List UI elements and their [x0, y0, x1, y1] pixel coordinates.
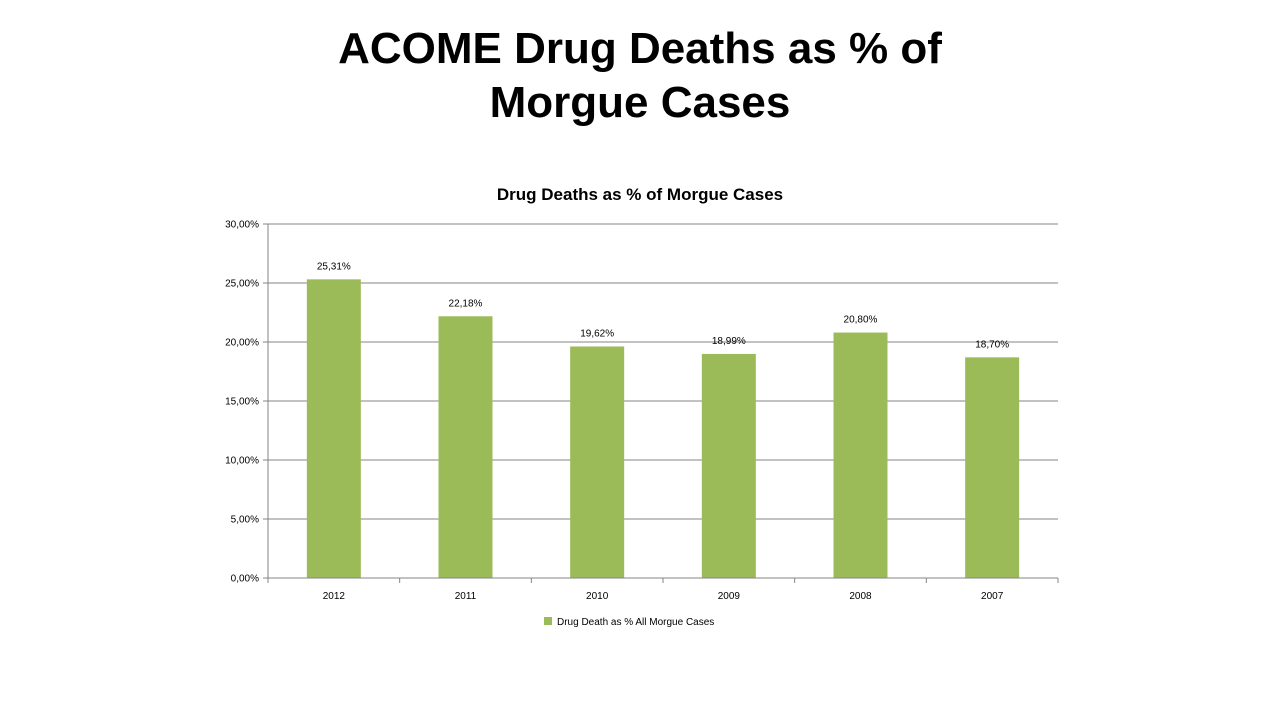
x-tick-label: 2008 — [849, 591, 872, 602]
data-label: 25,31% — [317, 261, 351, 272]
legend-swatch — [544, 617, 552, 625]
legend-label: Drug Death as % All Morgue Cases — [557, 617, 714, 628]
legend: Drug Death as % All Morgue Cases — [544, 617, 714, 628]
x-tick-label: 2007 — [981, 591, 1004, 602]
data-label: 22,18% — [449, 298, 483, 309]
bar — [306, 279, 361, 578]
labels: 0,00% 5,00% 10,00% 15,00% 20,00% 25,00% 30,00%… — [225, 220, 1009, 603]
axes — [263, 223, 1059, 583]
data-label: 19,62% — [580, 328, 614, 339]
y-tick-label: 5,00% — [231, 515, 259, 526]
y-tick-label: 15,00% — [225, 397, 259, 408]
data-label: 20,80% — [844, 315, 878, 326]
y-tick-label: 20,00% — [225, 338, 259, 349]
y-tick-label: 30,00% — [225, 220, 259, 231]
bar — [438, 316, 493, 578]
chart-title: Drug Deaths as % of Morgue Cases — [497, 185, 783, 204]
gridlines — [268, 223, 1058, 520]
x-tick-label: 2011 — [455, 591, 477, 602]
slide-title-line1: ACOME Drug Deaths as % of — [338, 24, 942, 73]
x-tick-label: 2010 — [586, 591, 609, 602]
y-tick-label: 0,00% — [231, 574, 259, 585]
slide-title-line2: Morgue Cases — [489, 78, 791, 127]
data-label: 18,70% — [975, 339, 1009, 350]
bar — [570, 346, 625, 578]
y-tick-label: 25,00% — [225, 279, 259, 290]
bar — [701, 353, 756, 578]
bars — [306, 279, 1020, 578]
bar — [833, 332, 888, 578]
slide-title: ACOME Drug Deaths as % of Morgue Cases — [240, 22, 1040, 130]
x-tick-label: 2012 — [323, 591, 346, 602]
x-tick-label: 2009 — [718, 591, 741, 602]
y-tick-label: 10,00% — [225, 456, 259, 467]
bar — [965, 357, 1020, 578]
data-label: 18,99% — [712, 336, 746, 347]
